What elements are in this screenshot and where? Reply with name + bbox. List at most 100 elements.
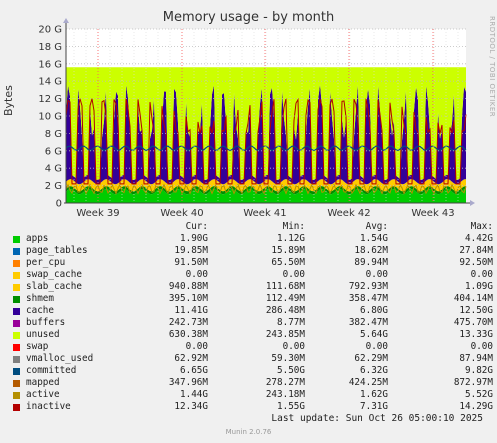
- legend-row-apps: apps 1.90G 1.12G 1.54G 4.42G: [10, 233, 493, 245]
- legend-max: 13.33G: [459, 329, 493, 340]
- legend-avg: 62.29M: [354, 353, 388, 364]
- legend-row-slab_cache: slab_cache 940.88M 111.68M 792.93M 1.09G: [10, 281, 493, 293]
- y-tick-label: 4 G: [45, 164, 62, 175]
- legend-name: page_tables: [26, 245, 88, 256]
- legend-name: active: [26, 389, 60, 400]
- legend-row-active: active 1.44G 243.18M 1.62G 5.52G: [10, 389, 493, 401]
- x-tick-label: Week 40: [160, 208, 203, 219]
- legend-row-vmalloc_used: vmalloc_used 62.92M 59.30M 62.29M 87.94M: [10, 353, 493, 365]
- legend-header: Cur: Min: Avg: Max:: [10, 221, 493, 233]
- legend-name: committed: [26, 365, 77, 376]
- legend-swatch: [13, 320, 20, 327]
- legend-swatch: [13, 380, 20, 387]
- legend-swatch: [13, 284, 20, 291]
- legend-swatch: [13, 344, 20, 351]
- legend-row-cache: cache 11.41G 286.48M 6.80G 12.50G: [10, 305, 493, 317]
- legend-min: 286.48M: [265, 305, 305, 316]
- legend-name: shmem: [26, 293, 54, 304]
- legend-avg: 792.93M: [348, 281, 388, 292]
- legend-min: 5.50G: [277, 365, 305, 376]
- legend-min: 59.30M: [271, 353, 305, 364]
- legend-max: 14.29G: [459, 401, 493, 412]
- legend-max: 5.52G: [465, 389, 493, 400]
- legend-header-cur: Cur:: [185, 221, 208, 232]
- legend-max: 475.70M: [453, 317, 493, 328]
- area-apps: [66, 189, 466, 203]
- legend-cur: 1.44G: [180, 389, 208, 400]
- legend-header-min: Min:: [282, 221, 305, 232]
- legend-row-unused: unused 630.38M 243.85M 5.64G 13.33G: [10, 329, 493, 341]
- legend-max: 87.94M: [459, 353, 493, 364]
- legend-min: 278.27M: [265, 377, 305, 388]
- legend-max: 1.09G: [465, 281, 493, 292]
- legend-min: 1.55G: [277, 401, 305, 412]
- legend-name: vmalloc_used: [26, 353, 94, 364]
- legend-row-swap_cache: swap_cache 0.00 0.00 0.00 0.00: [10, 269, 493, 281]
- line-active: [65, 183, 467, 195]
- legend-avg: 1.62G: [360, 389, 388, 400]
- legend-swatch: [13, 296, 20, 303]
- legend-swatch: [13, 248, 20, 255]
- legend-max: 872.97M: [453, 377, 493, 388]
- legend-name: apps: [26, 233, 49, 244]
- x-tick-label: Week 39: [76, 208, 119, 219]
- legend-min: 111.68M: [265, 281, 305, 292]
- y-tick-label: 14 G: [38, 77, 62, 88]
- legend-min: 65.50M: [271, 257, 305, 268]
- legend-cur: 940.88M: [168, 281, 208, 292]
- legend-avg: 89.94M: [354, 257, 388, 268]
- legend-row-swap: swap 0.00 0.00 0.00 0.00: [10, 341, 493, 353]
- legend-min: 0.00: [282, 269, 305, 280]
- legend-swatch: [13, 404, 20, 411]
- legend-avg: 424.25M: [348, 377, 388, 388]
- legend-swatch: [13, 260, 20, 267]
- legend-header-max: Max:: [470, 221, 493, 232]
- footer-version: Munin 2.0.76: [225, 428, 272, 436]
- legend-min: 243.85M: [265, 329, 305, 340]
- y-tick-label: 2 G: [45, 181, 62, 192]
- x-tick-label: Week 41: [243, 208, 286, 219]
- legend-cur: 91.50M: [174, 257, 208, 268]
- last-update: Last update: Sun Oct 26 05:00:10 2025: [271, 413, 483, 424]
- legend-swatch: [13, 308, 20, 315]
- legend-row-per_cpu: per_cpu 91.50M 65.50M 89.94M 92.50M: [10, 257, 493, 269]
- legend-max: 27.84M: [459, 245, 493, 256]
- legend-header-avg: Avg:: [365, 221, 388, 232]
- legend-row-page_tables: page_tables 19.85M 15.89M 18.62M 27.84M: [10, 245, 493, 257]
- legend-swatch: [13, 356, 20, 363]
- legend-min: 243.18M: [265, 389, 305, 400]
- x-axis-arrow: [470, 200, 475, 206]
- legend-row-mapped: mapped 347.96M 278.27M 424.25M 872.97M: [10, 377, 493, 389]
- legend-avg: 7.31G: [360, 401, 388, 412]
- legend-avg: 382.47M: [348, 317, 388, 328]
- legend-swatch: [13, 392, 20, 399]
- area-shmem: [66, 186, 466, 195]
- legend-max: 0.00: [470, 341, 493, 352]
- legend-swatch: [13, 236, 20, 243]
- legend-name: swap: [26, 341, 49, 352]
- legend-row-inactive: inactive 12.34G 1.55G 7.31G 14.29G: [10, 401, 493, 413]
- rrdtool-credit: RRDTOOL / TOBI OETIKER: [488, 16, 496, 118]
- legend-swatch: [13, 368, 20, 375]
- legend-cur: 12.34G: [174, 401, 208, 412]
- legend-swatch: [13, 272, 20, 279]
- legend-cur: 0.00: [185, 269, 208, 280]
- legend-cur: 630.38M: [168, 329, 208, 340]
- y-tick-label: 18 G: [38, 42, 62, 53]
- y-tick-label: 10 G: [38, 112, 62, 123]
- legend-min: 112.49M: [265, 293, 305, 304]
- x-tick-label: Week 42: [327, 208, 370, 219]
- legend-avg: 5.64G: [360, 329, 388, 340]
- legend-max: 12.50G: [459, 305, 493, 316]
- legend-name: per_cpu: [26, 257, 66, 268]
- legend-cur: 347.96M: [168, 377, 208, 388]
- legend-max: 9.82G: [465, 365, 493, 376]
- legend-cur: 6.65G: [180, 365, 208, 376]
- legend-avg: 18.62M: [354, 245, 388, 256]
- legend-max: 92.50M: [459, 257, 493, 268]
- legend-name: slab_cache: [26, 281, 82, 292]
- legend-avg: 6.32G: [360, 365, 388, 376]
- legend-cur: 11.41G: [174, 305, 208, 316]
- legend-avg: 358.47M: [348, 293, 388, 304]
- legend-avg: 0.00: [365, 269, 388, 280]
